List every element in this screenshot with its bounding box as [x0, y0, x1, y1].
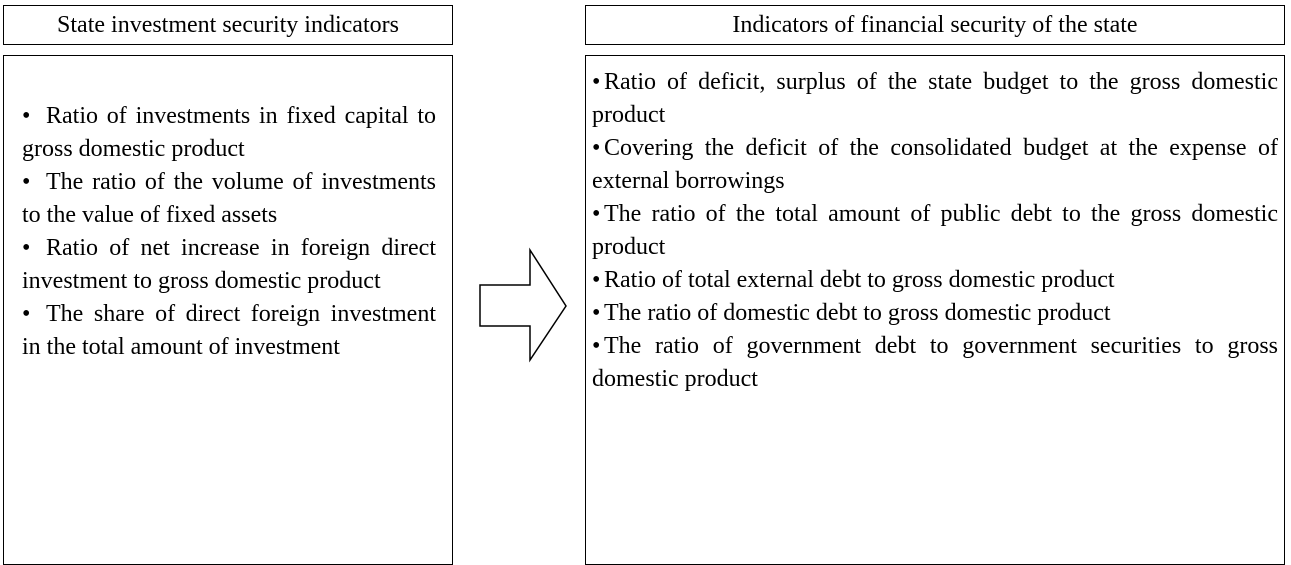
left-header: State investment security indicators	[3, 5, 453, 45]
item-text: Ratio of investments in fixed capital to…	[22, 103, 436, 162]
left-list: Ratio of investments in fixed capital to…	[3, 55, 453, 565]
list-item: Ratio of investments in fixed capital to…	[22, 100, 436, 166]
list-item: The ratio of the volume of investments t…	[22, 166, 436, 232]
item-text: The ratio of the volume of investments t…	[22, 169, 436, 228]
item-text: Ratio of net increase in foreign direct …	[22, 235, 436, 294]
right-list: Ratio of deficit, surplus of the state b…	[585, 55, 1285, 565]
list-item: The ratio of the total amount of public …	[592, 198, 1278, 264]
item-text: The ratio of domestic debt to gross dome…	[604, 300, 1111, 326]
item-text: The ratio of the total amount of public …	[592, 201, 1278, 260]
item-text: The share of direct foreign investment i…	[22, 301, 436, 360]
list-item: Ratio of deficit, surplus of the state b…	[592, 66, 1278, 132]
item-text: The ratio of government debt to governme…	[592, 333, 1278, 392]
list-item: Ratio of total external debt to gross do…	[592, 264, 1278, 297]
list-item: The share of direct foreign investment i…	[22, 298, 436, 364]
arrow	[479, 247, 567, 363]
list-item: Covering the deficit of the consolidated…	[592, 132, 1278, 198]
item-text: Ratio of total external debt to gross do…	[604, 267, 1115, 293]
item-text: Covering the deficit of the consolidated…	[592, 135, 1278, 194]
item-text: Ratio of deficit, surplus of the state b…	[592, 69, 1278, 128]
list-item: The ratio of domestic debt to gross dome…	[592, 297, 1278, 330]
right-header: Indicators of financial security of the …	[585, 5, 1285, 45]
list-item: Ratio of net increase in foreign direct …	[22, 232, 436, 298]
list-item: The ratio of government debt to governme…	[592, 330, 1278, 396]
